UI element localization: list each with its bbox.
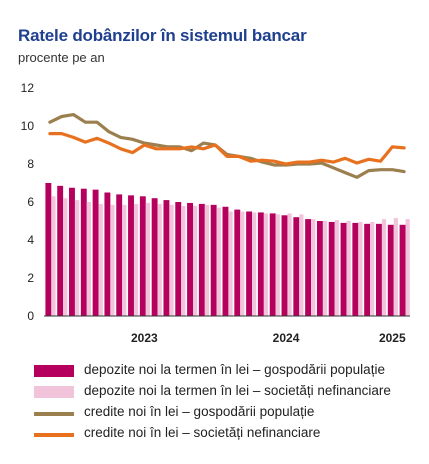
chart-subtitle: procente pe an xyxy=(18,50,105,65)
bar-companies-deposits xyxy=(381,219,387,316)
bar-companies-deposits xyxy=(299,214,304,316)
bar-companies-deposits xyxy=(393,218,398,316)
bar-households-deposits xyxy=(80,188,87,316)
x-tick-label: 2024 xyxy=(273,331,300,345)
bar-companies-deposits xyxy=(405,219,410,316)
bar-companies-deposits xyxy=(98,203,103,316)
bar-households-deposits xyxy=(257,212,264,316)
bar-households-deposits xyxy=(222,206,229,316)
bar-households-deposits xyxy=(293,217,300,316)
bar-companies-deposits xyxy=(358,221,363,316)
bar-companies-deposits xyxy=(204,204,210,316)
bar-households-deposits xyxy=(305,219,312,316)
bar-households-deposits xyxy=(387,224,394,316)
bar-companies-deposits xyxy=(311,219,316,316)
bar-companies-deposits xyxy=(334,220,339,316)
bar-households-deposits xyxy=(45,183,52,316)
legend-swatch-households-credit xyxy=(34,412,74,416)
bar-households-deposits xyxy=(57,185,64,316)
chart-plot: 0 2 4 6 8 10 12 2023 2024 2025 xyxy=(21,81,410,345)
bar-companies-deposits xyxy=(133,203,139,316)
legend-label-households-credit: credite noi în lei – gospodării populați… xyxy=(84,404,315,419)
bar-companies-deposits xyxy=(370,221,375,316)
line-households-credit xyxy=(48,112,406,179)
bar-companies-deposits xyxy=(63,198,68,316)
bar-households-deposits xyxy=(175,202,182,316)
bar-companies-deposits xyxy=(275,214,280,316)
bar-companies-deposits xyxy=(252,212,257,316)
bar-households-deposits xyxy=(128,195,134,316)
bar-companies-deposits xyxy=(346,221,351,316)
bar-companies-deposits xyxy=(216,207,221,316)
y-tick-label: 4 xyxy=(27,233,34,247)
bar-companies-deposits xyxy=(228,211,233,316)
x-tick-label: 2023 xyxy=(131,331,158,345)
bar-households-deposits xyxy=(139,196,146,316)
bar-households-deposits xyxy=(187,202,193,316)
bar-companies-deposits xyxy=(145,202,151,316)
x-tick-label: 2025 xyxy=(379,331,406,345)
bar-companies-deposits xyxy=(287,213,292,316)
bar-households-deposits xyxy=(163,200,170,316)
legend-label-companies-deposits: depozite noi la termen în lei – societăț… xyxy=(84,383,391,398)
bar-companies-deposits xyxy=(74,200,80,316)
bar-companies-deposits xyxy=(86,202,91,316)
bar-households-deposits xyxy=(69,187,75,316)
y-tick-label: 6 xyxy=(27,195,34,209)
bar-companies-deposits xyxy=(157,203,162,316)
bar-companies-deposits xyxy=(110,204,115,316)
bar-households-deposits xyxy=(316,221,323,316)
bar-companies-deposits xyxy=(322,221,328,316)
bar-companies-deposits xyxy=(263,213,269,316)
bar-households-deposits xyxy=(352,222,359,316)
bar-households-deposits xyxy=(340,222,347,316)
y-tick-label: 2 xyxy=(27,271,34,285)
y-tick-label: 12 xyxy=(21,81,35,95)
bar-households-deposits xyxy=(198,203,205,316)
bar-companies-deposits xyxy=(192,205,198,316)
bar-households-deposits xyxy=(375,223,382,316)
bar-households-deposits xyxy=(104,192,111,316)
bar-households-deposits xyxy=(364,223,371,316)
bar-companies-deposits xyxy=(51,196,56,316)
legend-label-households-deposits: depozite noi la termen în lei – gospodăr… xyxy=(84,362,385,377)
legend-swatch-companies-credit xyxy=(34,433,74,437)
legend-swatch-households-deposits xyxy=(34,365,74,377)
bar-households-deposits xyxy=(399,224,406,316)
bar-households-deposits xyxy=(281,215,288,316)
bar-households-deposits xyxy=(151,198,158,316)
y-tick-label: 8 xyxy=(27,157,34,171)
chart-title: Ratele dobânzilor în sistemul bancar xyxy=(18,26,307,45)
bar-companies-deposits xyxy=(240,211,245,316)
y-tick-label: 10 xyxy=(21,119,35,133)
bar-households-deposits xyxy=(269,213,276,316)
bar-households-deposits xyxy=(92,189,99,316)
legend-swatch-companies-deposits xyxy=(34,386,74,398)
bar-companies-deposits xyxy=(169,204,174,316)
bar-households-deposits xyxy=(210,204,217,316)
bar-households-deposits xyxy=(116,194,123,316)
bar-companies-deposits xyxy=(122,204,127,316)
bar-households-deposits xyxy=(328,221,335,316)
legend-label-companies-credit: credite noi în lei – societăți nefinanci… xyxy=(84,425,321,440)
bar-households-deposits xyxy=(246,211,253,316)
y-tick-label: 0 xyxy=(27,309,34,323)
line-companies-credit xyxy=(48,132,406,166)
bar-households-deposits xyxy=(234,209,241,316)
bar-companies-deposits xyxy=(181,205,186,316)
